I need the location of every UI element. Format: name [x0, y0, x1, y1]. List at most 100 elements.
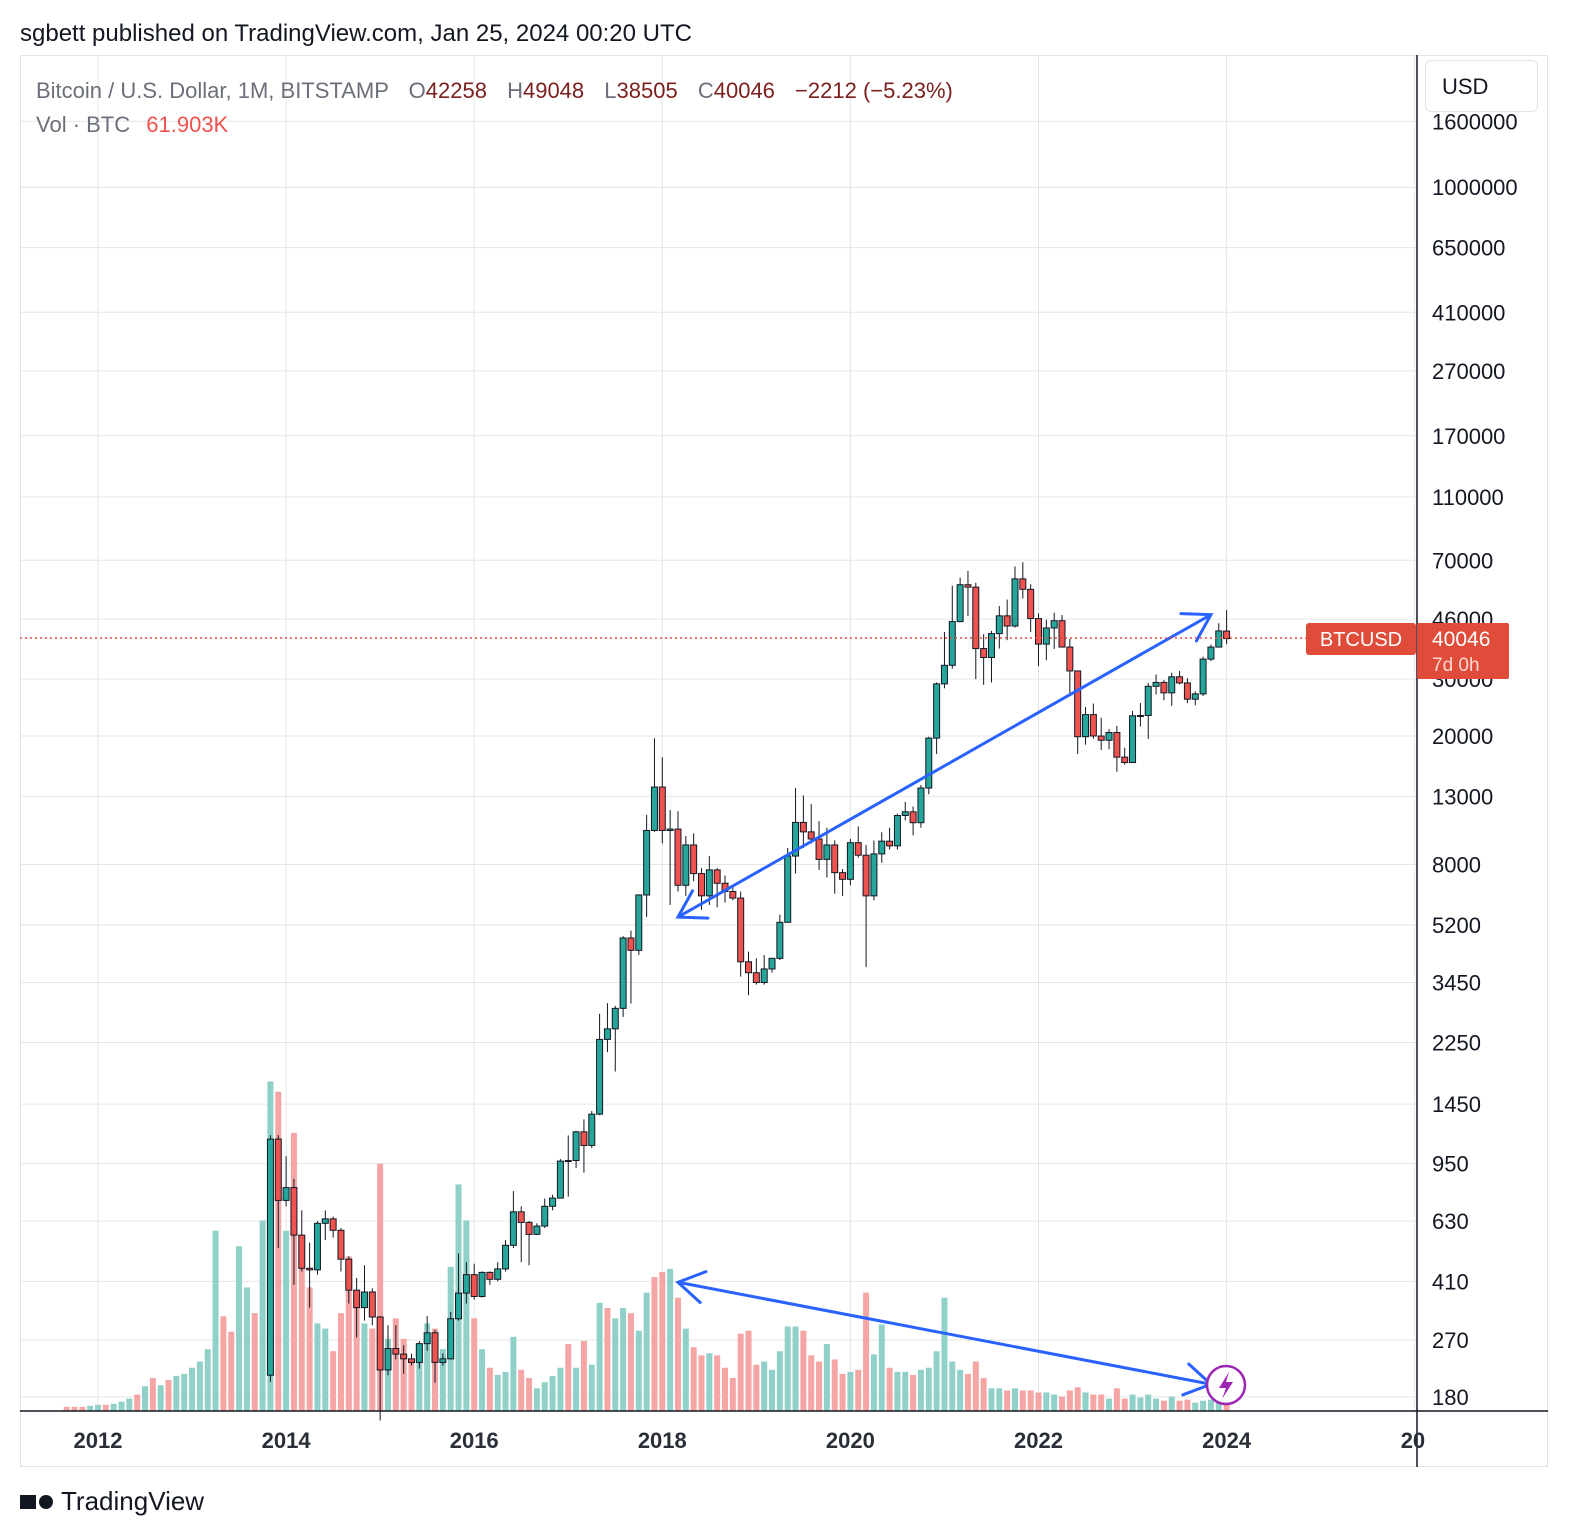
candle-body	[995, 615, 1003, 635]
volume-bar	[1129, 1394, 1136, 1411]
candle-body	[964, 584, 972, 588]
candle	[596, 1013, 604, 1116]
volume-bar	[189, 1367, 196, 1411]
volume-bar	[706, 1353, 713, 1411]
volume-bar	[557, 1367, 564, 1411]
candle-body	[815, 838, 823, 860]
volume-bar	[306, 1287, 313, 1411]
legend-change: −2212 (−5.23%)	[795, 78, 953, 103]
volume-bar	[565, 1344, 572, 1411]
candle-body	[635, 894, 643, 951]
candle-body	[549, 1197, 557, 1207]
x-tick-label: 2024	[1202, 1428, 1252, 1453]
candle	[462, 1262, 470, 1304]
candle-body	[1003, 615, 1011, 627]
candle	[1066, 638, 1074, 696]
candle-body	[368, 1291, 376, 1318]
arrow-line	[677, 613, 1212, 919]
candle-body	[799, 821, 807, 833]
volume-bar	[682, 1328, 689, 1411]
candle-body	[1097, 735, 1105, 741]
candle-body	[541, 1205, 549, 1227]
volume-bar	[1074, 1387, 1081, 1411]
candle-body	[705, 869, 713, 897]
volume-bar	[1200, 1400, 1207, 1411]
candle-body	[266, 1138, 274, 1376]
svg-text:Bitcoin / U.S. Dollar, 1M, BIT: Bitcoin / U.S. Dollar, 1M, BITSTAMP O422…	[36, 78, 953, 103]
candle-body	[611, 1007, 619, 1030]
lightning-icon[interactable]	[1205, 1364, 1247, 1406]
candle	[353, 1277, 361, 1338]
volume-bar	[79, 1406, 86, 1411]
volume-bar	[486, 1367, 493, 1411]
currency-button[interactable]: USD	[1425, 60, 1538, 112]
candle	[752, 958, 760, 985]
volume-bar	[1106, 1398, 1113, 1411]
y-tick-label: 410	[1432, 1269, 1469, 1294]
candle-body	[1176, 676, 1184, 684]
candle	[556, 1159, 564, 1199]
candle-body	[1050, 620, 1058, 629]
trend-arrow[interactable]	[675, 612, 1214, 920]
price-axis: 1600000 1000000 650000 410000 270000 170000 11…	[1432, 109, 1518, 1410]
candle-body	[697, 873, 705, 897]
candle-body	[408, 1358, 415, 1363]
candle-body	[893, 814, 901, 847]
candle-body	[462, 1274, 470, 1294]
volume-bar	[298, 1241, 305, 1411]
candle-body	[517, 1211, 525, 1223]
candle	[690, 833, 698, 882]
volume-bar	[236, 1246, 243, 1411]
y-tick-label: 950	[1432, 1151, 1469, 1176]
candle	[274, 1135, 282, 1248]
candle	[1160, 680, 1168, 701]
candle	[611, 1005, 619, 1072]
candle	[486, 1271, 494, 1285]
candle	[760, 954, 768, 985]
tradingview-brand[interactable]: TradingView	[20, 1486, 204, 1517]
candle	[964, 570, 972, 617]
candle	[901, 801, 909, 821]
volume-bar	[549, 1375, 556, 1411]
volume-bar	[424, 1323, 431, 1411]
volume-bar	[204, 1349, 211, 1411]
volume-bar	[259, 1220, 266, 1411]
candle-body	[1058, 620, 1066, 648]
candle	[635, 894, 643, 955]
candle-body	[674, 828, 682, 886]
y-tick-label: 3450	[1432, 971, 1481, 996]
candle	[933, 682, 941, 754]
candle-body	[509, 1211, 517, 1246]
volume-bar	[1153, 1398, 1160, 1411]
volume-bar	[471, 1318, 478, 1411]
x-tick-label: 2020	[826, 1428, 875, 1453]
candle	[1082, 706, 1090, 745]
candle	[1168, 672, 1176, 706]
candle	[1089, 703, 1097, 739]
volume-bar	[972, 1361, 979, 1411]
candle-body	[737, 897, 745, 963]
candle	[533, 1223, 541, 1236]
candle	[643, 814, 651, 918]
candle	[392, 1325, 400, 1360]
candle-body	[1089, 714, 1097, 737]
candle	[1042, 619, 1050, 661]
volume-bar	[753, 1364, 760, 1411]
volume-bar	[729, 1378, 736, 1411]
volume-bar	[941, 1297, 948, 1411]
volume-bar	[886, 1367, 893, 1411]
candle-body	[776, 921, 784, 959]
candle-body	[1129, 715, 1137, 764]
volume-bar	[345, 1256, 352, 1411]
volume-bar	[1098, 1394, 1105, 1411]
candle-body	[909, 811, 917, 824]
candle-body	[823, 844, 831, 860]
candle-body	[1042, 627, 1050, 645]
candle	[1003, 599, 1011, 641]
candle-body	[752, 972, 760, 984]
candle-body	[948, 621, 956, 666]
arrow-head	[1179, 612, 1214, 643]
volume-bar	[573, 1367, 580, 1411]
volume-bar	[1011, 1388, 1018, 1411]
